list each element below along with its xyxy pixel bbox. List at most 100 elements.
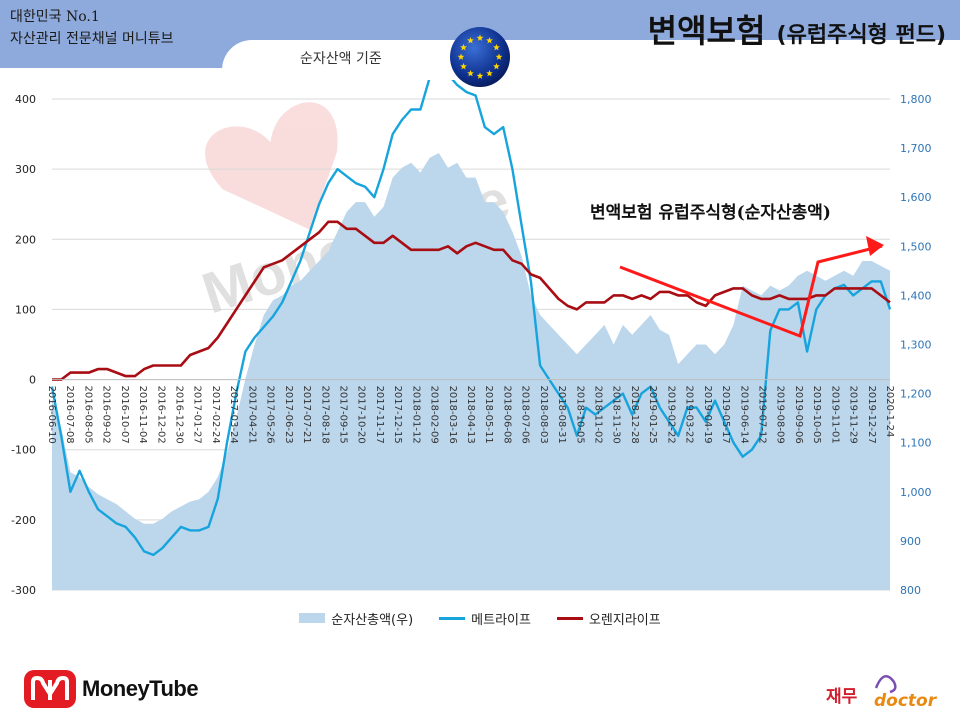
left-axis-tick-label: 200	[15, 233, 36, 246]
x-tick-label: 2017-02-24	[210, 386, 221, 444]
x-tick-label: 2018-03-16	[447, 386, 458, 444]
x-tick-label: 2019-04-19	[702, 386, 713, 444]
right-axis-tick-label: 1,800	[900, 93, 932, 106]
brand-line-1: 대한민국 No.1	[10, 9, 100, 25]
x-tick-label: 2017-06-23	[283, 386, 294, 444]
eu-star-icon	[493, 62, 500, 70]
legend-item-orange: 오렌지라이프	[556, 606, 661, 630]
series-line-metlife	[50, 80, 892, 557]
legend-swatch-metlife	[439, 616, 466, 620]
x-tick-label: 2019-11-01	[829, 386, 840, 444]
basis-label: 순자산액 기준	[300, 51, 382, 67]
x-tick-label: 2016-12-30	[174, 386, 185, 444]
x-tick-label: 2016-12-02	[155, 386, 166, 444]
legend-item-metlife: 메트라이프	[439, 606, 531, 630]
x-tick-label: 2017-04-21	[246, 386, 257, 444]
right-axis-tick-label: 1,500	[900, 240, 932, 253]
x-tick-label: 2016-06-10	[46, 386, 57, 444]
x-tick-label: 2018-11-30	[611, 386, 622, 444]
x-tick-label: 2019-08-09	[775, 386, 786, 444]
x-tick-label: 2018-04-13	[465, 386, 476, 444]
x-tick-label: 2018-01-12	[410, 386, 421, 444]
series-line-orange-life	[52, 220, 891, 381]
left-axis-tick-label: 400	[15, 93, 36, 106]
x-tick-label: 2018-07-06	[520, 386, 531, 444]
doctor-text-1: 재무	[826, 687, 858, 707]
moneytube-logo-text: MoneyTube	[82, 676, 199, 701]
x-tick-label: 2018-08-31	[556, 386, 567, 444]
trend-arrow	[619, 236, 884, 339]
x-tick-label: 2017-05-26	[265, 386, 276, 444]
legend-label-orange: 오렌지라이프	[588, 612, 661, 628]
page-title: 변액보험 (유럽주식형 펀드)	[648, 6, 946, 52]
legend-item-area: 순자산총액(우)	[299, 606, 413, 630]
x-tick-label: 2017-12-15	[392, 386, 403, 444]
left-axis-tick-label: -100	[11, 444, 36, 457]
right-axis-tick-label: 1,000	[900, 486, 932, 499]
moneytube-logo-icon	[24, 670, 76, 708]
x-tick-label: 2018-12-28	[629, 386, 640, 444]
moneytube-logo: MoneyTube	[24, 670, 199, 708]
x-tick-label: 2017-08-18	[319, 386, 330, 444]
header-white-tab	[222, 40, 960, 80]
doctor-text-2: doctor	[874, 691, 938, 711]
x-tick-label: 2018-02-09	[429, 386, 440, 444]
doctor-stethoscope-icon	[874, 675, 897, 694]
left-axis-tick-label: -300	[11, 584, 36, 597]
x-tick-label: 2020-1-24	[884, 386, 895, 438]
right-axis-tick-label: 1,700	[900, 142, 932, 155]
legend-swatch-orange	[556, 616, 583, 620]
x-tick-label: 2016-09-02	[101, 386, 112, 444]
x-tick-label: 2016-10-07	[119, 386, 130, 444]
x-tick-label: 2018-11-02	[593, 386, 604, 444]
series-area-net-assets	[52, 153, 890, 590]
x-tick-label: 2018-05-11	[483, 386, 494, 444]
right-axis-tick-label: 1,100	[900, 437, 932, 450]
x-tick-label: 2016-11-04	[137, 386, 148, 444]
left-axis-tick-label: 100	[15, 303, 36, 316]
right-axis-tick-label: 800	[900, 584, 921, 597]
x-tick-label: 2019-05-17	[720, 386, 731, 444]
eu-star-icon	[467, 36, 474, 44]
left-axis-tick-label: 300	[15, 163, 36, 176]
brand-line-2: 자산관리 전문채널 머니튜브	[10, 31, 174, 47]
trend-arrow-line	[619, 244, 883, 339]
x-tick-label: 2017-07-21	[301, 386, 312, 444]
eu-star-icon	[486, 69, 493, 77]
right-axis-tick-label: 1,200	[900, 388, 932, 401]
eu-star-icon	[476, 72, 484, 79]
eu-star-icon	[460, 43, 467, 51]
page-title-sub: (유럽주식형 펀드)	[776, 23, 946, 48]
x-tick-label: 2017-03-24	[228, 386, 239, 444]
x-tick-label: 2017-11-17	[374, 386, 385, 444]
x-tick-label: 2019-02-22	[665, 386, 676, 444]
chart-annotation: 변액보험 유럽주식형(순자산총액)	[590, 203, 831, 223]
eu-star-icon	[493, 43, 500, 51]
eu-star-icon	[476, 34, 484, 41]
x-tick-label: 2017-10-20	[356, 386, 367, 444]
eu-flag-icon	[450, 27, 510, 87]
chart: MoneyTube 4003002001000-100-200-3001,800…	[11, 80, 932, 597]
eu-star-icon	[457, 53, 465, 60]
right-axis-tick-label: 900	[900, 535, 921, 548]
x-tick-label: 2018-08-03	[538, 386, 549, 444]
x-tick-label: 2019-10-05	[811, 386, 822, 444]
legend-label-metlife: 메트라이프	[471, 612, 531, 628]
x-tick-label: 2017-09-15	[337, 386, 348, 444]
axes: 400 300 200 100 0 -100 -200 -300 1,800 1,700 1,600…	[11, 93, 931, 597]
x-tick-label: 2018-10-05	[574, 386, 585, 444]
eu-star-icon	[460, 62, 467, 70]
x-tick-label: 2019-03-22	[684, 386, 695, 444]
eu-star-icon	[467, 69, 474, 77]
x-tick-label: 2019-11-29	[848, 386, 859, 444]
x-tick-label: 2016-08-05	[82, 386, 93, 444]
right-axis-tick-label: 1,600	[900, 191, 932, 204]
x-tick-label: 2017-01-27	[192, 386, 203, 444]
x-tick-label: 2018-06-08	[501, 386, 512, 444]
left-axis-tick-label: -200	[11, 514, 36, 527]
eu-star-icon	[486, 36, 493, 44]
legend-swatch-area	[299, 613, 326, 623]
x-tick-label: 2019-07-12	[756, 386, 767, 444]
chart-legend: 순자산총액(우) 메트라이프 오렌지라이프	[0, 606, 960, 630]
eu-star-icon	[495, 53, 503, 60]
